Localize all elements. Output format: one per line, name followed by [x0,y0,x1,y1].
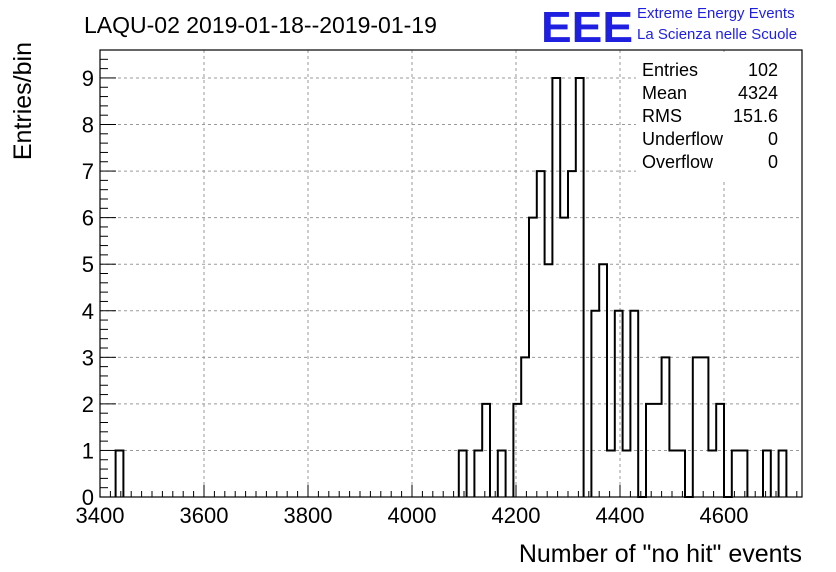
axis-ticks: 3400 3600 3800 4000 4200 4400 4600 0 1 2 3 4 5 6 7 8 9 [76,49,798,528]
histogram-outline [590,263,749,498]
eee-logo-letters: EEE [541,3,633,52]
stats-label: Mean [642,83,687,103]
y-tick-label: 1 [82,438,94,463]
stats-box-bg [636,52,800,180]
y-tick-label: 6 [82,206,94,231]
y-axis-label: Entries/bin [9,42,37,160]
stats-label: Overflow [642,152,714,172]
stats-value: 4324 [738,83,778,103]
eee-logo-line1: Extreme Energy Events [637,5,795,22]
histogram-outline [457,449,468,497]
x-tick-label: 3400 [76,503,125,528]
y-tick-label: 5 [82,252,94,277]
y-tick-label: 9 [82,66,94,91]
histogram-bars [114,76,788,498]
stats-box: Entries 102 Mean 4324 RMS 151.6 Underflow 0 Over… [636,52,800,180]
eee-logo-line2: La Scienza nelle Scuole [637,26,797,43]
stats-label: Entries [642,60,698,80]
stats-value: 151.6 [733,106,778,126]
histogram-outline [473,402,491,497]
histogram-outline [762,449,772,497]
eee-logo: EEE Extreme Energy Events La Scienza nel… [541,3,797,52]
stats-label: Underflow [642,129,724,149]
x-tick-label: 4400 [596,503,645,528]
x-tick-label: 4000 [388,503,437,528]
x-tick-label: 3800 [284,503,333,528]
stats-value: 0 [768,152,778,172]
stats-value: 0 [768,129,778,149]
y-tick-label: 2 [82,392,94,417]
x-tick-label: 4200 [492,503,541,528]
histogram-outline [512,76,585,497]
y-tick-label: 0 [82,485,94,510]
stats-value: 102 [748,60,778,80]
x-tick-label: 4600 [700,503,749,528]
y-tick-label: 7 [82,159,94,184]
x-tick-label: 3600 [180,503,229,528]
stats-label: RMS [642,106,682,126]
x-axis-label: Number of "no hit" events [519,540,802,568]
chart-title: LAQU-02 2019-01-18--2019-01-19 [84,12,437,38]
y-tick-label: 4 [82,299,94,324]
histogram-outline [777,449,788,497]
y-tick-label: 8 [82,113,94,138]
histogram-outline [114,449,125,497]
y-tick-label: 3 [82,345,94,370]
histogram-outline [496,449,507,497]
